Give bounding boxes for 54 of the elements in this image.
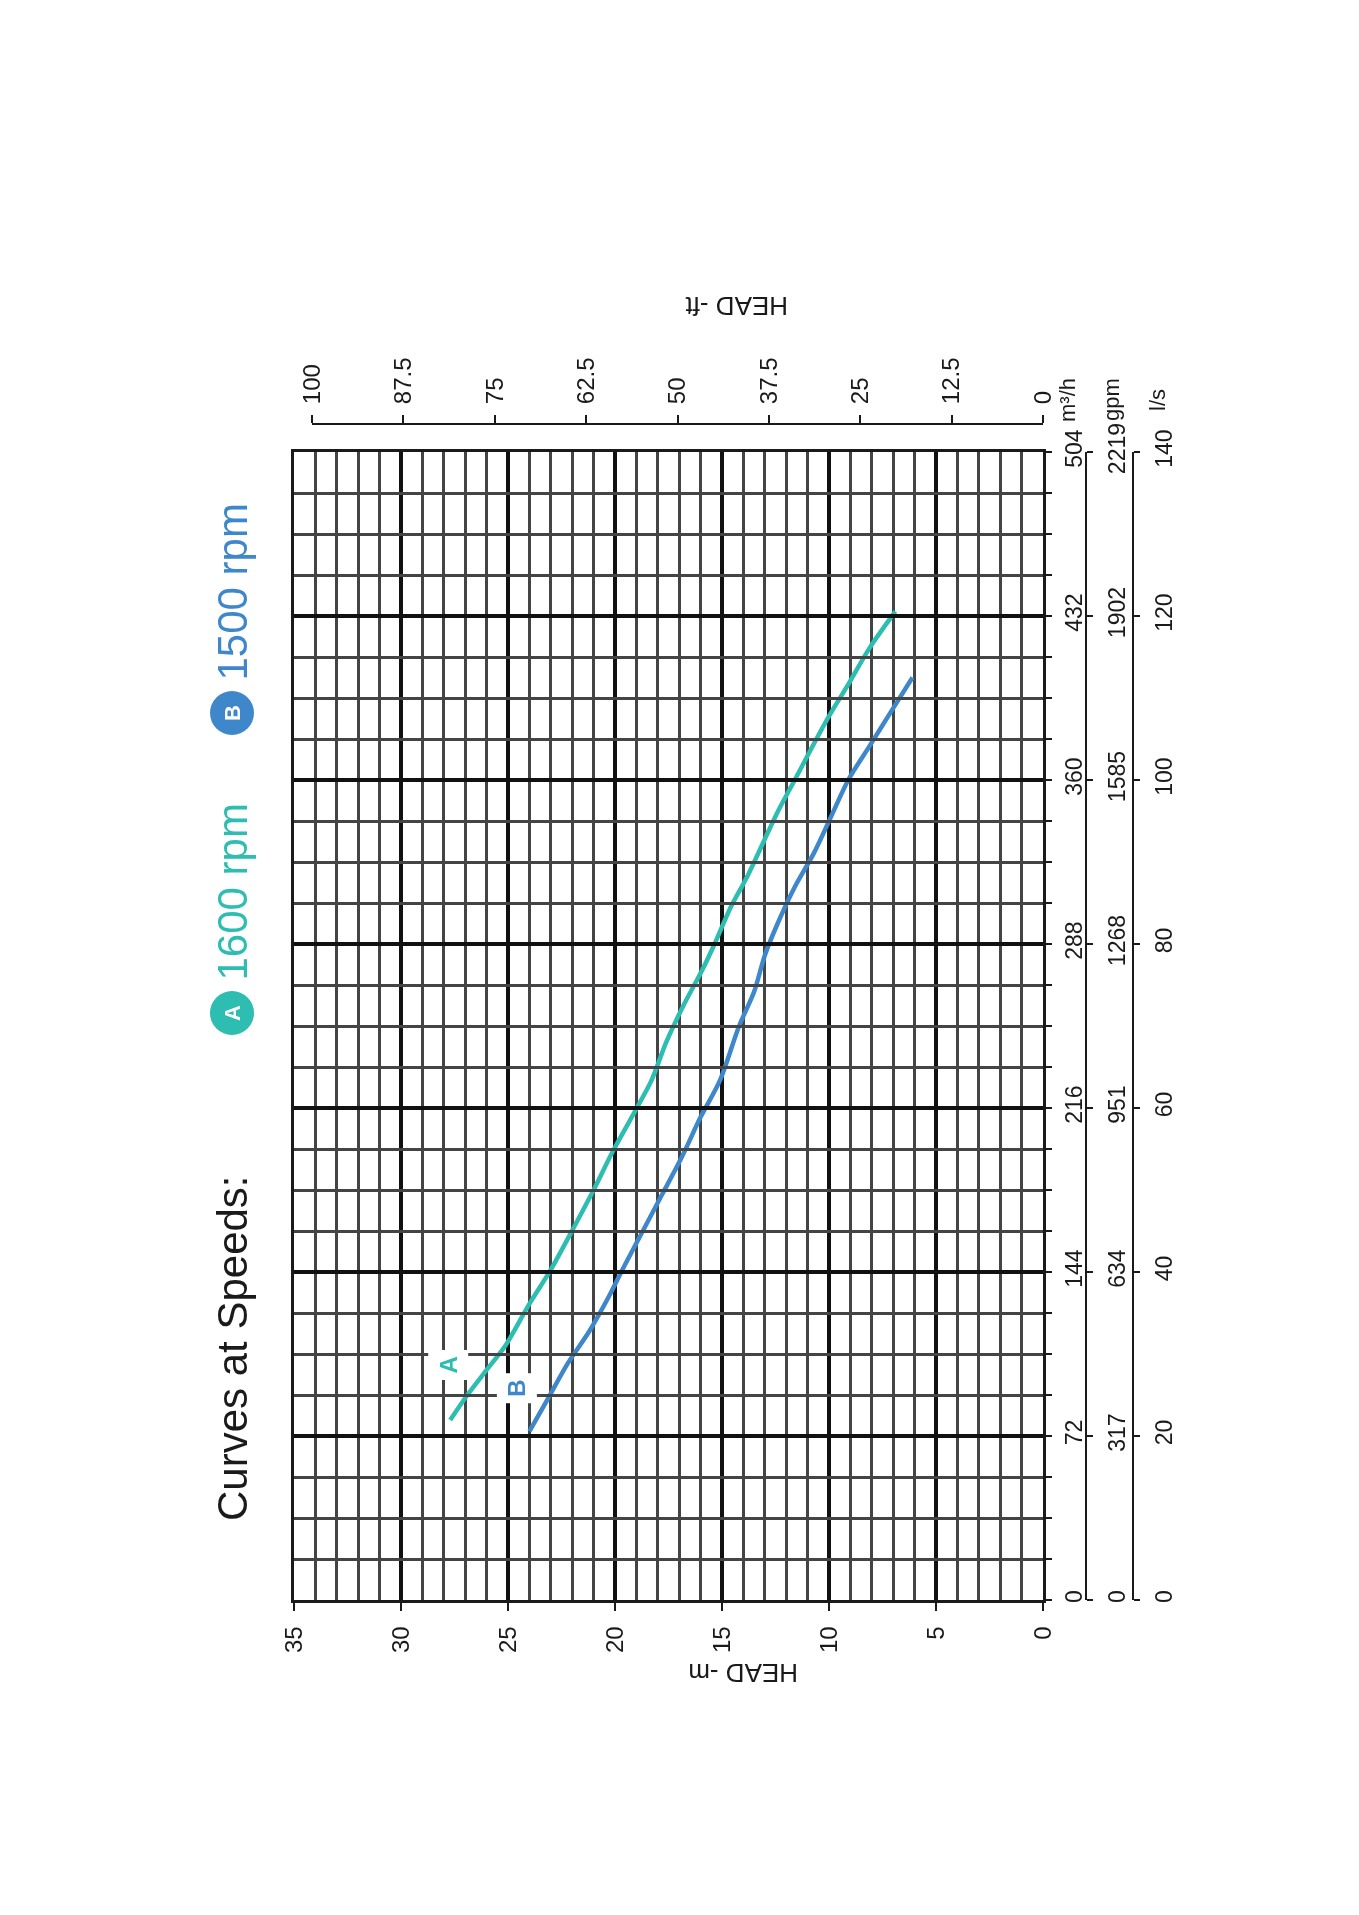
y-tick-label: 0 xyxy=(1061,1590,1088,1603)
y-tick-label: 504 xyxy=(1061,429,1088,468)
x-tick-label: 25 xyxy=(493,1626,521,1654)
y-tick-label: 360 xyxy=(1061,757,1088,796)
y2-tick-label: 1268 xyxy=(1103,914,1130,967)
x-tick-label: 0 xyxy=(1028,1626,1056,1640)
text: Curves at Speeds: xyxy=(209,1175,256,1521)
x2-tick-label: 25 xyxy=(846,377,874,405)
y3-tick-label: 100 xyxy=(1150,757,1177,796)
annotation: A xyxy=(434,1356,462,1374)
y3-tick-label: 140 xyxy=(1150,429,1177,468)
y-tick-label: 144 xyxy=(1061,1249,1088,1288)
y2-tick-label: 1902 xyxy=(1103,586,1130,639)
x-tick-label: 30 xyxy=(386,1626,414,1654)
y3-tick-label: 120 xyxy=(1150,593,1177,632)
line-series xyxy=(527,675,915,1434)
x2-tick-label: 100 xyxy=(297,364,325,405)
y3-tick-label: 80 xyxy=(1150,927,1177,954)
y-tick-label: 432 xyxy=(1061,593,1088,632)
y2-tick-label: 2219 xyxy=(1103,422,1130,475)
y2-tick-label: 0 xyxy=(1103,1590,1130,1603)
text: A xyxy=(220,1005,245,1021)
y3-tick-label: 0 xyxy=(1150,1590,1177,1603)
text: B xyxy=(220,705,245,721)
text: 1600 rpm xyxy=(208,803,256,981)
y3-axis-title: l/s xyxy=(1145,389,1170,411)
x2-tick-label: 87.5 xyxy=(389,357,417,405)
text: 1500 rpm xyxy=(208,503,256,681)
y-tick-label: 288 xyxy=(1061,921,1088,960)
y2-axis-title: gpm xyxy=(1099,378,1124,421)
y3-tick-label: 40 xyxy=(1150,1255,1177,1282)
y2-tick-label: 317 xyxy=(1103,1413,1130,1452)
y2-tick-label: 1585 xyxy=(1103,750,1130,803)
x2-tick-label: 12.5 xyxy=(937,357,965,405)
x2-tick-label: 75 xyxy=(480,377,508,405)
y3-tick-label: 20 xyxy=(1150,1419,1177,1446)
x-tick-label: 15 xyxy=(707,1626,735,1654)
x2-tick-label: 62.5 xyxy=(571,357,599,405)
x2-tick-label: 50 xyxy=(663,377,691,405)
x2-axis-title: HEAD -ft xyxy=(684,291,788,321)
y3-tick-label: 60 xyxy=(1150,1091,1177,1118)
y2-tick-label: 634 xyxy=(1103,1249,1130,1288)
y2-tick-label: 951 xyxy=(1103,1085,1130,1124)
annotation: B xyxy=(503,1379,531,1397)
x-axis-title: HEAD -m xyxy=(688,1658,798,1688)
x-tick-label: 10 xyxy=(814,1626,842,1654)
y-tick-label: 72 xyxy=(1061,1419,1088,1446)
y-axis-title: m³/h xyxy=(1055,378,1080,422)
x-tick-label: 5 xyxy=(921,1626,949,1640)
x2-tick-label: 37.5 xyxy=(754,357,782,405)
x-tick-label: 20 xyxy=(600,1626,628,1654)
y-tick-label: 216 xyxy=(1061,1085,1088,1124)
x-tick-label: 35 xyxy=(279,1626,307,1654)
x2-tick-label: 0 xyxy=(1028,390,1056,405)
